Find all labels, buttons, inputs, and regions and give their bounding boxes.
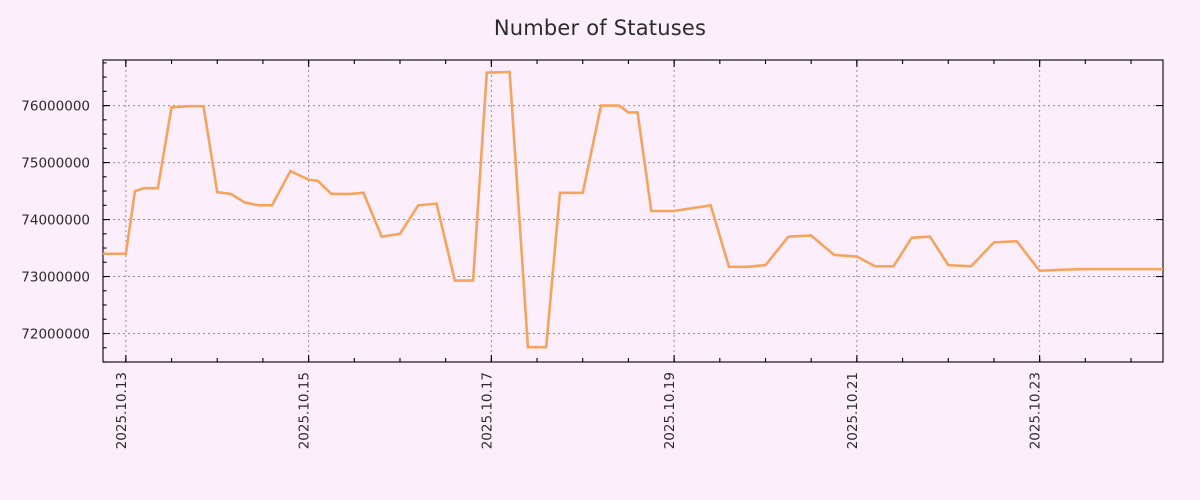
x-axis-ticks-group (125, 60, 1132, 362)
gridlines-group (103, 60, 1163, 362)
plot-frame (102, 59, 1164, 363)
y-axis-tick-label: 73000000 (21, 270, 90, 286)
plot-frame-group (102, 59, 1164, 363)
x-axis-tick-label: 2025.10.13 (114, 372, 130, 449)
y-axis-ticks-group (103, 62, 1163, 363)
plot-background-group (103, 60, 1163, 362)
y-axis-tick-label: 74000000 (21, 213, 90, 229)
y-axis-tick-label: 72000000 (21, 327, 90, 343)
series-line-number-of-statuses[interactable] (103, 70, 1163, 349)
x-axis-tick-label: 2025.10.15 (297, 372, 313, 449)
x-axis-labels-group: 2025.10.13 2025.10.15 2025.10.17 2025.10.19… (114, 372, 1044, 449)
x-axis-tick-label: 2025.10.23 (1028, 372, 1044, 449)
y-axis-tick-label: 75000000 (21, 156, 90, 172)
chart-title: Number of Statuses (493, 16, 707, 40)
x-axis-tick-label: 2025.10.21 (845, 372, 861, 449)
data-series-group[interactable] (103, 70, 1163, 349)
y-axis-tick-label: 76000000 (21, 99, 90, 115)
y-axis-labels-group: 72000000 73000000 74000000 75000000 76000000 (21, 99, 90, 343)
plot-background (103, 60, 1163, 362)
x-axis-tick-label: 2025.10.17 (479, 372, 495, 449)
x-axis-tick-label: 2025.10.19 (662, 372, 678, 449)
